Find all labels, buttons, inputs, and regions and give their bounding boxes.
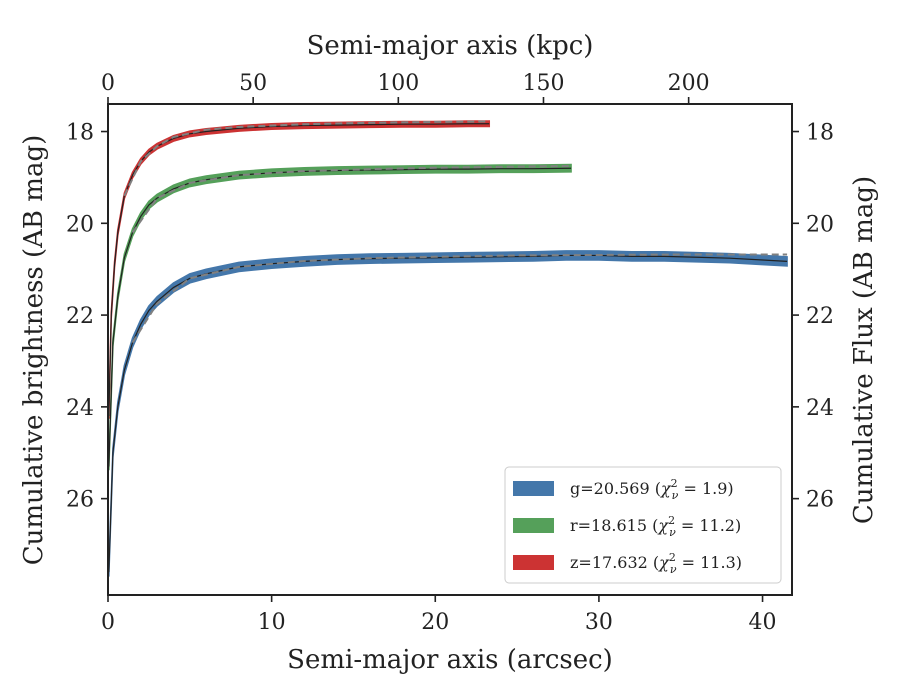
legend-box: [504, 466, 782, 584]
series-z-band: [108, 120, 491, 419]
series-g: [108, 250, 788, 577]
x-tick-label: 10: [258, 610, 286, 635]
ticks-layer: 0 10 20 30 40 0 50 100 150 200 18 18 20 20 22 22 24 24 26 2…: [66, 71, 834, 635]
x2-tick-label: 100: [377, 71, 419, 96]
y-tick-label: 18: [66, 121, 94, 146]
legend-label-r: r=18.615 (χ2 ν = 11.2): [570, 514, 741, 539]
legend-label-g: g=20.569 (χ2 ν = 1.9): [570, 477, 734, 502]
series-r-band: [108, 163, 572, 471]
series-z: [108, 120, 491, 419]
series-layer: [108, 120, 788, 577]
legend-swatch-r: [513, 518, 554, 533]
y2-tick-label: 18: [806, 121, 834, 146]
legend-entry-g: g=20.569 (χ2 ν = 1.9): [513, 477, 734, 502]
y-tick-label: 24: [66, 396, 94, 421]
y2-tick-label: 22: [806, 304, 834, 329]
series-g-model-line: [131, 253, 788, 344]
series-z-model-line: [123, 120, 490, 197]
x2-tick-label: 50: [239, 71, 267, 96]
y-axis-title: Cumulative brightness (AB mag): [19, 135, 49, 566]
y-tick-label: 22: [66, 304, 94, 329]
series-g-band: [108, 250, 788, 577]
legend-label-z: z=17.632 (χ2 ν = 11.3): [570, 551, 742, 576]
y2-axis-title: Cumulative Flux (AB mag): [849, 176, 879, 524]
legend-swatch-z: [513, 555, 554, 570]
series-r-model-line: [131, 164, 572, 234]
x2-axis-title: Semi-major axis (kpc): [307, 31, 594, 61]
y2-tick-label: 26: [806, 488, 834, 513]
x-tick-label: 30: [585, 610, 613, 635]
x2-tick-label: 200: [668, 71, 710, 96]
y2-tick-label: 20: [806, 212, 834, 237]
legend: g=20.569 (χ2 ν = 1.9) r=18.615 (χ2 ν = 11.2…: [504, 466, 782, 584]
x2-tick-label: 150: [522, 71, 564, 96]
y-tick-label: 20: [66, 212, 94, 237]
legend-swatch-g: [513, 481, 554, 496]
x-tick-label: 40: [749, 610, 777, 635]
series-r: [108, 163, 572, 471]
y-tick-label: 26: [66, 488, 94, 513]
plot-frame: [107, 103, 793, 596]
y2-tick-label: 24: [806, 396, 834, 421]
x-axis-title: Semi-major axis (arcsec): [287, 645, 613, 675]
series-z-profile-line: [108, 123, 490, 417]
x-tick-label: 0: [101, 610, 115, 635]
legend-entry-r: r=18.615 (χ2 ν = 11.2): [513, 514, 741, 539]
x-tick-label: 20: [421, 610, 449, 635]
x2-tick-label: 0: [101, 71, 115, 96]
series-r-profile-line: [108, 167, 572, 467]
legend-entry-z: z=17.632 (χ2 ν = 11.3): [513, 551, 742, 576]
